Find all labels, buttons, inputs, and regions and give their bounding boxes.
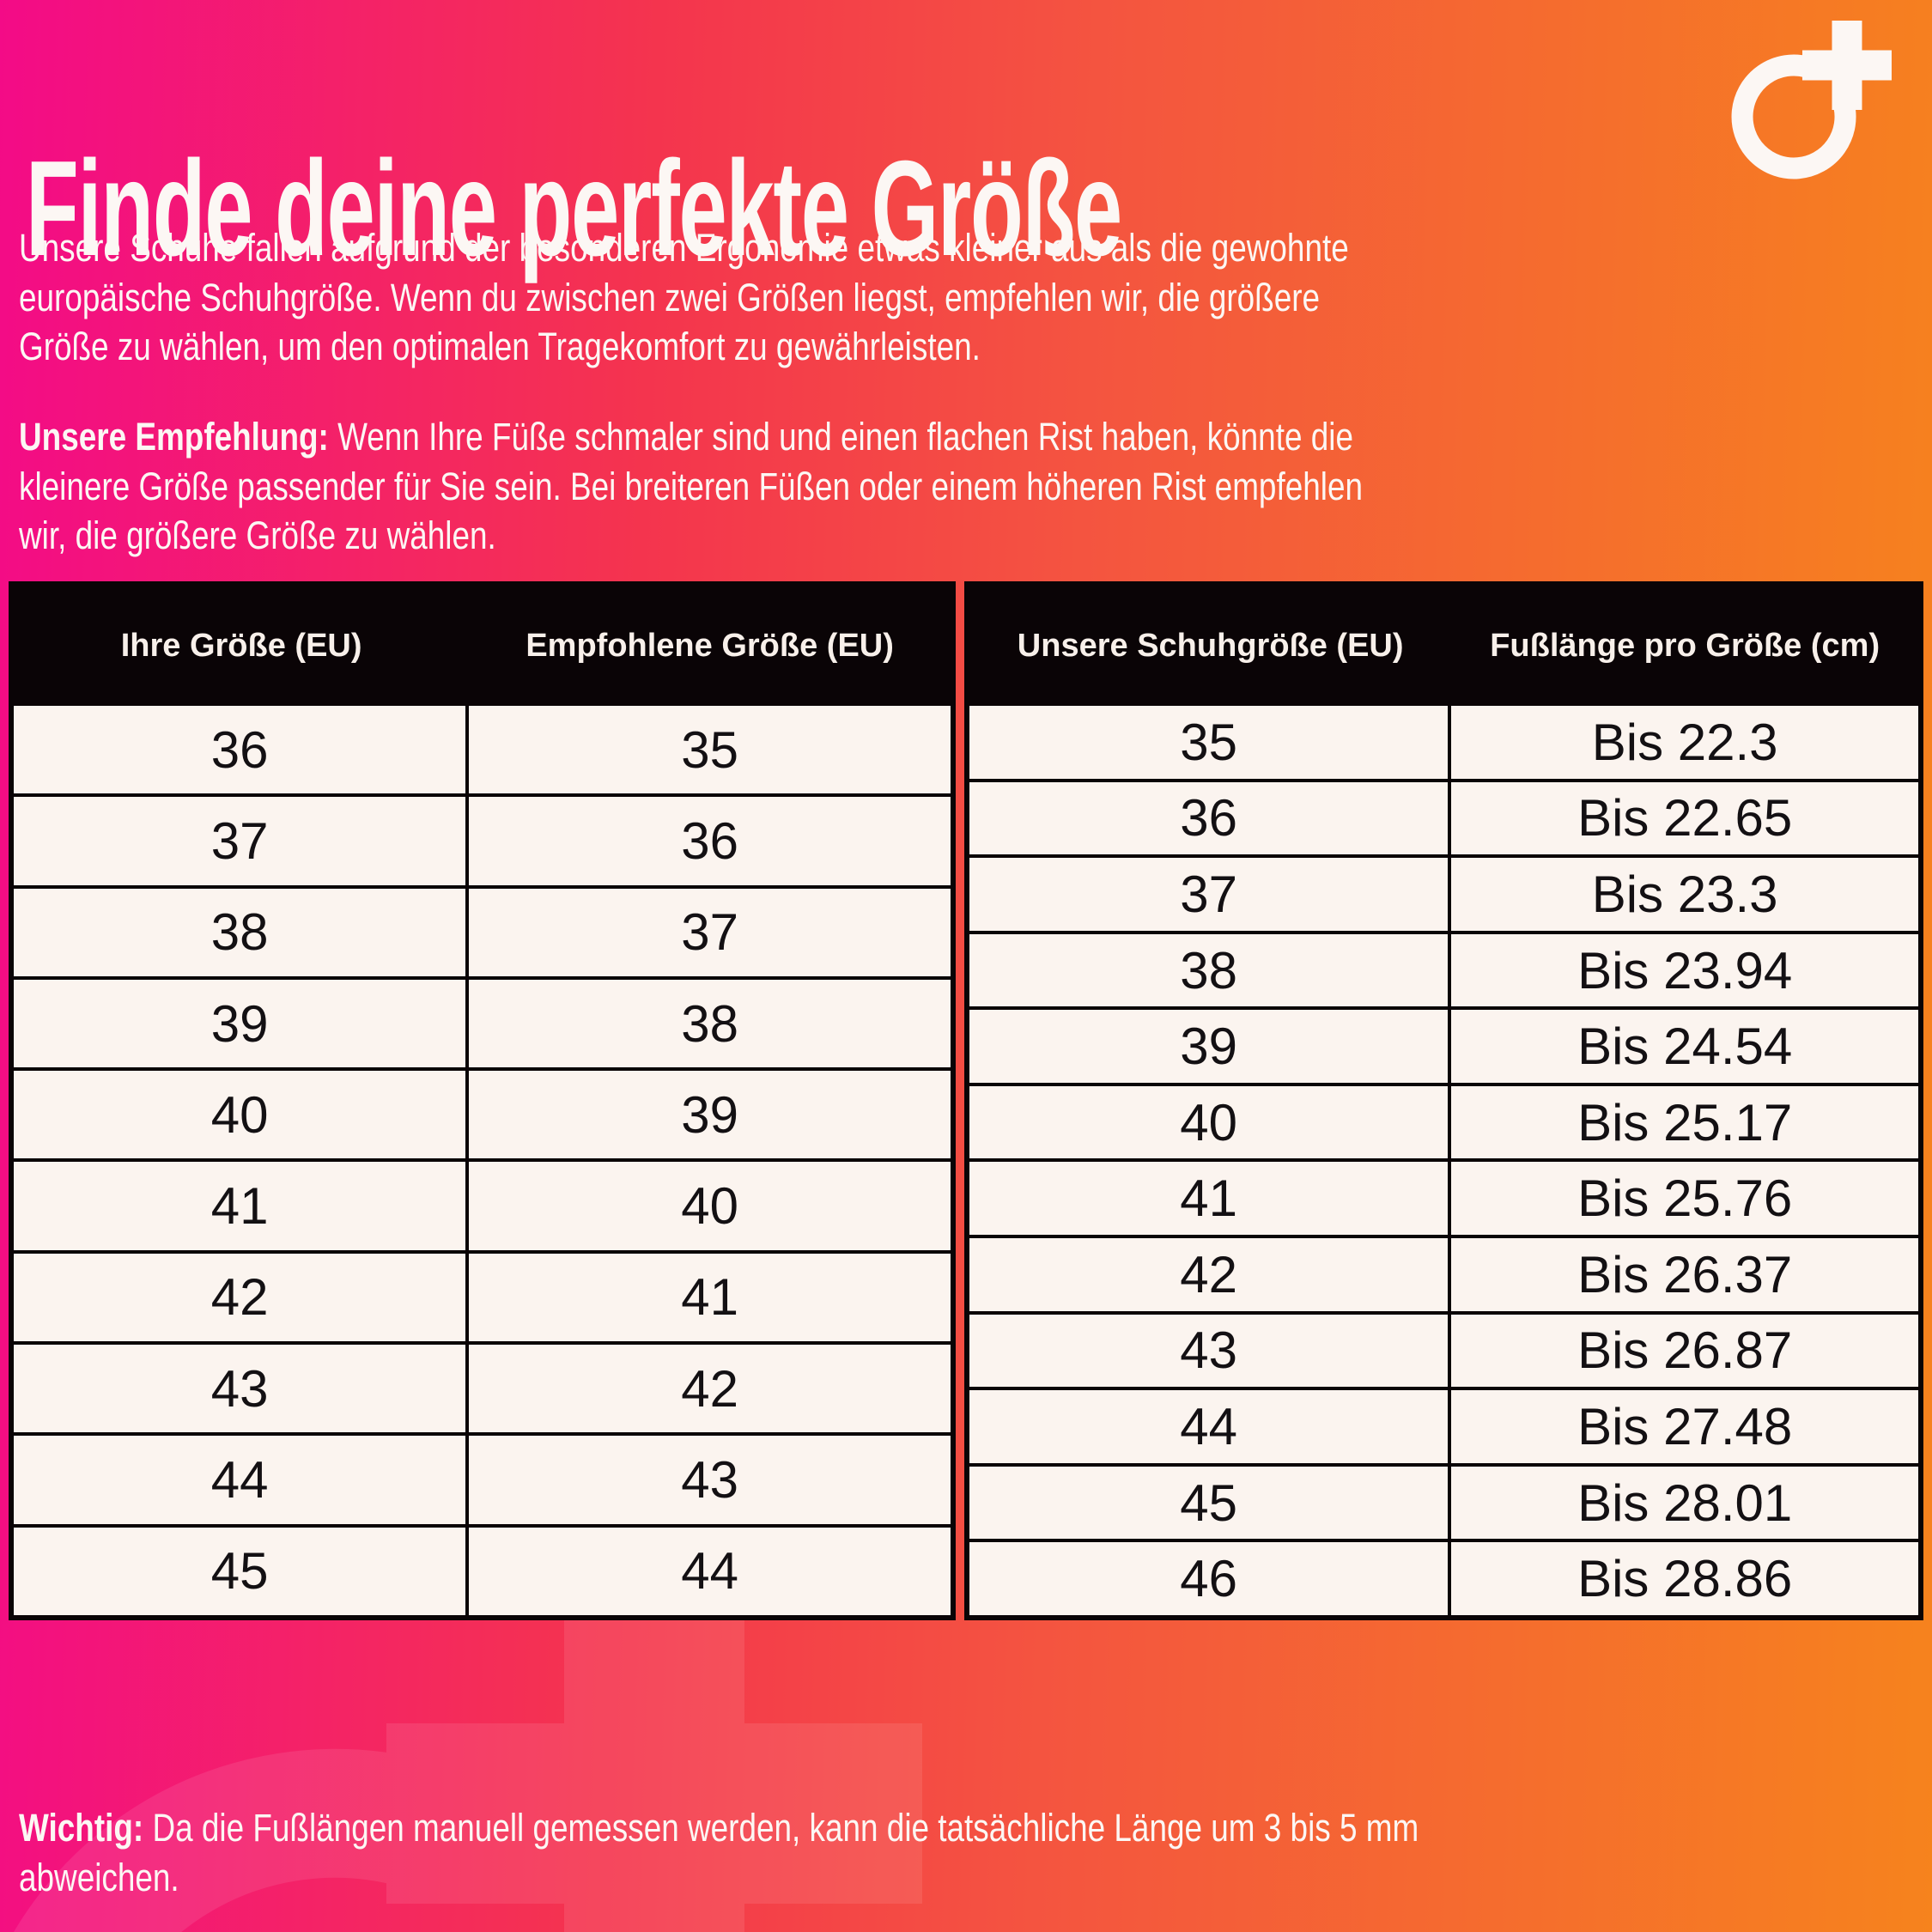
recommendation-text: Wenn Ihre Füße schmaler sind und einen f… — [328, 415, 1353, 459]
table-row: 38 37 — [14, 884, 951, 976]
table-cell: 44 — [681, 1542, 738, 1601]
table-row: 40 39 — [14, 1067, 951, 1159]
table-cell: Bis 26.87 — [1577, 1321, 1793, 1380]
table-cell: 35 — [969, 706, 1452, 779]
table-row: 41 Bis 25.76 — [969, 1158, 1918, 1236]
footer-label: Wichtig: — [19, 1806, 144, 1850]
table-cell: 37 — [14, 797, 470, 885]
table-row: 41 40 — [14, 1158, 951, 1250]
table-cell: 43 — [681, 1451, 738, 1510]
table-cell: 42 — [969, 1238, 1452, 1311]
table-cell: 45 — [14, 1527, 470, 1615]
column-header: Empfohlene Größe (EU) — [526, 628, 894, 664]
table-cell: 44 — [14, 1436, 470, 1524]
footer-line: abweichen. — [19, 1855, 179, 1899]
table-cell: 38 — [681, 994, 738, 1053]
footer-line: Wichtig: Da die Fußlängen manuell gemess… — [19, 1803, 1419, 1853]
size-recommendation-table: Ihre Größe (EU) Empfohlene Größe (EU) 36… — [9, 581, 956, 1620]
table-row: 37 Bis 23.3 — [969, 854, 1918, 931]
recommendation-line: wir, die größere Größe zu wählen. — [19, 513, 496, 558]
table-cell: Bis 28.86 — [1577, 1550, 1793, 1608]
intro-line: Unsere Schuhe fallen aufgrund der besond… — [19, 226, 1349, 270]
table-row: 46 Bis 28.86 — [969, 1539, 1918, 1615]
table-body: 35 Bis 22.3 36 Bis 22.65 37 Bis 23.3 38 Bis 23.… — [969, 706, 1918, 1615]
table-cell: 41 — [14, 1162, 470, 1250]
column-header: Ihre Größe (EU) — [120, 628, 362, 664]
table-cell: 40 — [681, 1177, 738, 1236]
table-row: 38 Bis 23.94 — [969, 930, 1918, 1007]
table-cell: 42 — [681, 1359, 738, 1418]
table-cell: 43 — [14, 1345, 470, 1433]
table-cell: 39 — [681, 1085, 738, 1144]
table-row: 40 Bis 25.17 — [969, 1082, 1918, 1159]
table-row: 44 43 — [14, 1432, 951, 1524]
table-row: 39 Bis 24.54 — [969, 1006, 1918, 1083]
table-cell: 43 — [969, 1314, 1452, 1388]
table-row: 42 Bis 26.37 — [969, 1235, 1918, 1311]
table-header-row: Unsere Schuhgröße (EU) Fußlänge pro Größ… — [969, 586, 1918, 706]
table-header-row: Ihre Größe (EU) Empfohlene Größe (EU) — [14, 586, 951, 706]
table-cell: 45 — [969, 1466, 1452, 1540]
recommendation-paragraph: Unsere Empfehlung: Wenn Ihre Füße schmal… — [19, 412, 1363, 561]
table-cell: 38 — [14, 888, 470, 976]
table-row: 45 44 — [14, 1523, 951, 1615]
table-cell: Bis 26.37 — [1577, 1245, 1793, 1303]
table-cell: Bis 22.65 — [1577, 789, 1793, 848]
recommendation-line: Unsere Empfehlung: Wenn Ihre Füße schmal… — [19, 412, 1363, 462]
footer-note: Wichtig: Da die Fußlängen manuell gemess… — [19, 1803, 1419, 1902]
intro-line: europäische Schuhgröße. Wenn du zwischen… — [19, 275, 1321, 319]
table-cell: 46 — [969, 1542, 1452, 1615]
table-cell: 39 — [14, 979, 470, 1068]
table-row: 39 38 — [14, 975, 951, 1068]
footer-text: Da die Fußlängen manuell gemessen werden… — [143, 1806, 1419, 1850]
table-body: 36 35 37 36 38 37 39 38 40 39 41 40 42 41 43 42 44 43 45 44 — [14, 706, 951, 1615]
table-cell: Bis 22.3 — [1591, 713, 1778, 771]
table-cell: 36 — [969, 781, 1452, 855]
circle-plus-logo-icon — [1731, 21, 1892, 179]
intro-line: Größe zu wählen, um den optimalen Tragek… — [19, 325, 981, 369]
table-cell: Bis 25.76 — [1577, 1170, 1793, 1228]
table-cell: 37 — [681, 903, 738, 962]
table-cell: Bis 23.94 — [1577, 941, 1793, 999]
intro-paragraph: Unsere Schuhe fallen aufgrund der besond… — [19, 223, 1349, 372]
table-cell: 36 — [681, 811, 738, 870]
table-cell: Bis 28.01 — [1577, 1473, 1793, 1532]
table-row: 36 35 — [14, 706, 951, 794]
table-row: 44 Bis 27.48 — [969, 1387, 1918, 1463]
column-header: Fußlänge pro Größe (cm) — [1490, 628, 1880, 664]
table-cell: 41 — [681, 1268, 738, 1327]
table-row: 36 Bis 22.65 — [969, 778, 1918, 855]
table-cell: 36 — [14, 706, 470, 794]
table-row: 43 42 — [14, 1341, 951, 1433]
table-cell: 40 — [969, 1085, 1452, 1159]
table-row: 35 Bis 22.3 — [969, 706, 1918, 779]
table-cell: 41 — [969, 1162, 1452, 1236]
table-cell: 38 — [969, 933, 1452, 1007]
recommendation-label: Unsere Empfehlung: — [19, 415, 329, 459]
column-header: Unsere Schuhgröße (EU) — [1017, 628, 1404, 664]
table-cell: 44 — [969, 1390, 1452, 1463]
table-cell: 40 — [14, 1071, 470, 1159]
page-title: Finde deine perfekte Größe — [26, 132, 1122, 284]
table-row: 42 41 — [14, 1249, 951, 1342]
table-row: 45 Bis 28.01 — [969, 1462, 1918, 1540]
table-cell: Bis 23.3 — [1591, 865, 1778, 923]
table-cell: Bis 27.48 — [1577, 1397, 1793, 1455]
table-cell: 35 — [681, 720, 738, 779]
recommendation-line: kleinere Größe passender für Sie sein. B… — [19, 464, 1363, 508]
table-cell: 39 — [969, 1010, 1452, 1083]
table-cell: 37 — [969, 858, 1452, 931]
foot-length-table: Unsere Schuhgröße (EU) Fußlänge pro Größ… — [964, 581, 1923, 1620]
table-cell: 42 — [14, 1253, 470, 1342]
table-row: 43 Bis 26.87 — [969, 1310, 1918, 1388]
table-cell: Bis 24.54 — [1577, 1018, 1793, 1076]
table-cell: Bis 25.17 — [1577, 1093, 1793, 1151]
table-row: 37 36 — [14, 793, 951, 885]
